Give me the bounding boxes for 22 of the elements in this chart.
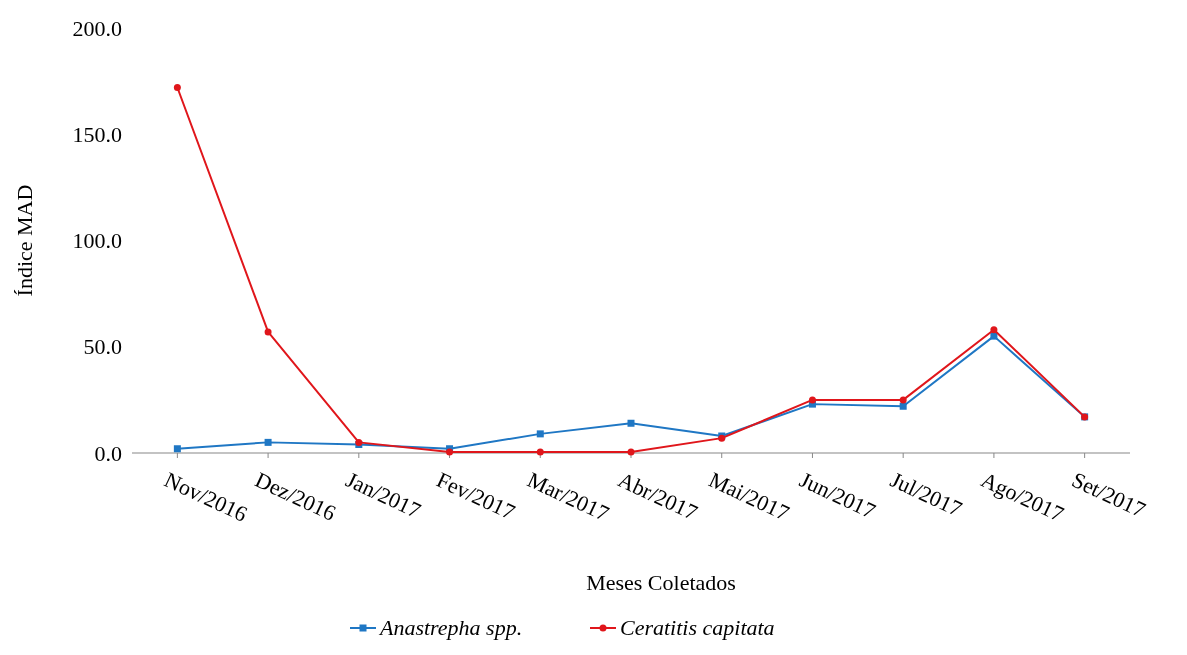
y-tick-label: 150.0: [72, 121, 122, 147]
point: [536, 430, 544, 438]
legend-label: Ceratitis capitata: [620, 615, 775, 640]
y-tick-label: 0.0: [94, 440, 122, 466]
point: [899, 402, 907, 410]
point: [264, 328, 272, 336]
y-axis-title: Índice MAD: [12, 184, 37, 297]
point: [990, 332, 998, 340]
legend-label: Anastrepha spp.: [378, 615, 523, 640]
point: [627, 448, 635, 456]
point: [627, 419, 635, 427]
point: [264, 438, 272, 446]
point: [173, 445, 181, 453]
x-axis-title: Meses Coletados: [586, 570, 736, 595]
y-tick-label: 100.0: [72, 228, 122, 254]
point: [173, 84, 181, 91]
point: [536, 448, 544, 456]
y-tick-label: 200.0: [72, 15, 122, 41]
point: [990, 326, 998, 334]
point: [808, 396, 816, 404]
point: [899, 396, 907, 404]
y-tick-label: 50.0: [83, 334, 122, 360]
